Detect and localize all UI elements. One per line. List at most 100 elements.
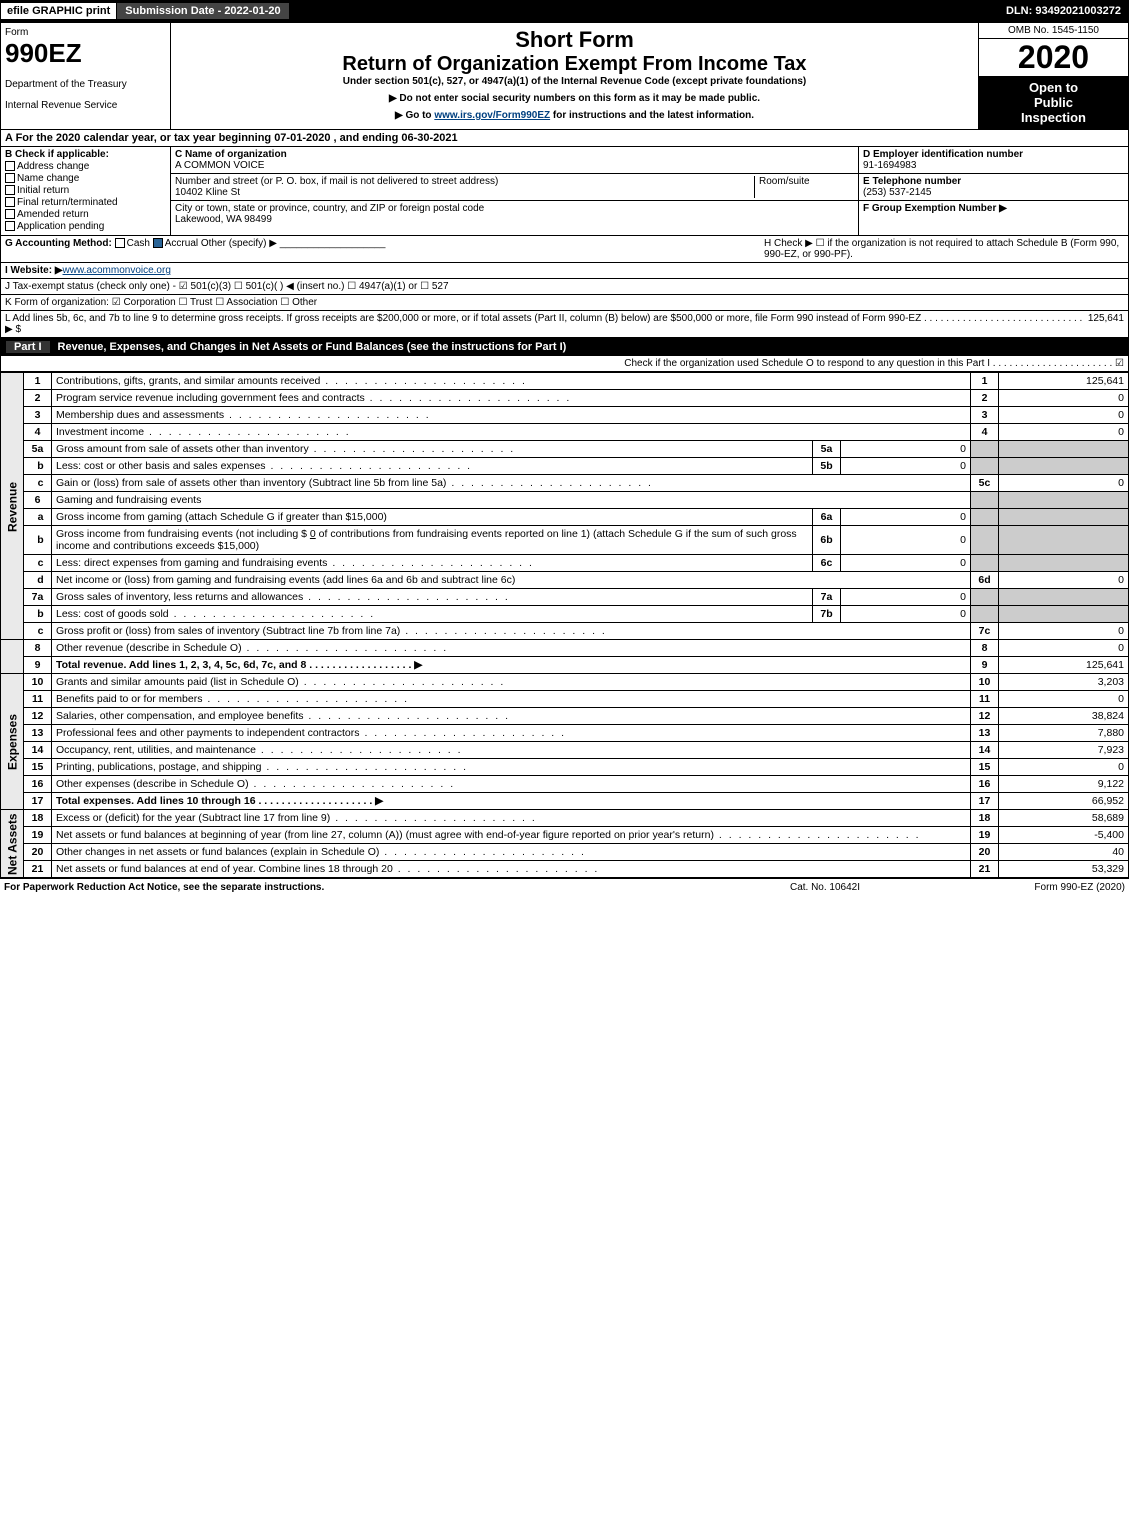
form-right-block: OMB No. 1545-1150 2020 Open to Public In… xyxy=(978,23,1128,129)
l13-num: 13 xyxy=(24,725,52,742)
l9-desc: Total revenue. Add lines 1, 2, 3, 4, 5c,… xyxy=(52,657,971,674)
l13-col: 13 xyxy=(971,725,999,742)
l13-val: 7,880 xyxy=(999,725,1129,742)
l5b-subval: 0 xyxy=(841,458,971,475)
row-l-gross-receipts: L Add lines 5b, 6c, and 7b to line 9 to … xyxy=(0,311,1129,338)
row-l-value: 125,641 xyxy=(1088,313,1124,335)
form-title-block: Short Form Return of Organization Exempt… xyxy=(171,23,978,129)
l20-val: 40 xyxy=(999,844,1129,861)
l5c-val: 0 xyxy=(999,475,1129,492)
l7a-colshade xyxy=(971,589,999,606)
l12-col: 12 xyxy=(971,708,999,725)
website-link[interactable]: www.acommonvoice.org xyxy=(63,265,171,276)
l16-col: 16 xyxy=(971,776,999,793)
l16-val: 9,122 xyxy=(999,776,1129,793)
lines-table: Revenue 1 Contributions, gifts, grants, … xyxy=(0,372,1129,878)
cb-label-2: Initial return xyxy=(17,185,69,196)
row-i-website: I Website: ▶ www.acommonvoice.org xyxy=(0,263,1129,279)
l19-col: 19 xyxy=(971,827,999,844)
side-revenue: Revenue xyxy=(1,373,24,640)
cb-address-change[interactable] xyxy=(5,161,15,171)
l7a-num: 7a xyxy=(24,589,52,606)
cb-accrual[interactable] xyxy=(153,238,163,248)
cash-label: Cash xyxy=(127,238,150,249)
l6b-amt: 0 xyxy=(310,528,316,540)
side-expenses: Expenses xyxy=(1,674,24,810)
l14-col: 14 xyxy=(971,742,999,759)
dept-treasury: Department of the Treasury xyxy=(5,79,166,90)
l14-val: 7,923 xyxy=(999,742,1129,759)
l6d-num: d xyxy=(24,572,52,589)
l6a-subval: 0 xyxy=(841,509,971,526)
l10-val: 3,203 xyxy=(999,674,1129,691)
l6a-num: a xyxy=(24,509,52,526)
l4-col: 4 xyxy=(971,424,999,441)
ein-value: 91-1694983 xyxy=(863,160,1124,171)
form-number: 990EZ xyxy=(5,38,166,69)
l17-num: 17 xyxy=(24,793,52,810)
inspection-badge: Open to Public Inspection xyxy=(979,76,1128,129)
l6b-desc-cell: Gross income from fundraising events (no… xyxy=(52,526,813,555)
cb-name-change[interactable] xyxy=(5,173,15,183)
col-d-ids: D Employer identification number 91-1694… xyxy=(858,147,1128,235)
org-name-value: A COMMON VOICE xyxy=(175,160,854,171)
l6-colshade xyxy=(971,492,999,509)
tax-year: 2020 xyxy=(979,39,1128,76)
cb-amended-return[interactable] xyxy=(5,209,15,219)
cb-cash[interactable] xyxy=(115,238,125,248)
l8-val: 0 xyxy=(999,640,1129,657)
part-1-header: Part I Revenue, Expenses, and Changes in… xyxy=(0,338,1129,356)
l3-desc: Membership dues and assessments xyxy=(56,409,431,421)
l4-desc: Investment income xyxy=(56,426,351,438)
l8-col: 8 xyxy=(971,640,999,657)
l5a-subval: 0 xyxy=(841,441,971,458)
cb-final-return[interactable] xyxy=(5,197,15,207)
l2-val: 0 xyxy=(999,390,1129,407)
cb-initial-return[interactable] xyxy=(5,185,15,195)
phone-label: E Telephone number xyxy=(863,176,1124,187)
l1-num: 1 xyxy=(24,373,52,390)
l5a-sub: 5a xyxy=(813,441,841,458)
l17-col: 17 xyxy=(971,793,999,810)
cb-label-5: Application pending xyxy=(17,221,104,232)
ein-label: D Employer identification number xyxy=(863,149,1124,160)
instr-prefix: ▶ Go to xyxy=(395,110,434,121)
l6d-val: 0 xyxy=(999,572,1129,589)
l5c-desc: Gain or (loss) from sale of assets other… xyxy=(56,477,653,489)
cb-label-1: Name change xyxy=(17,173,79,184)
l19-num: 19 xyxy=(24,827,52,844)
l6-num: 6 xyxy=(24,492,52,509)
l19-desc: Net assets or fund balances at beginning… xyxy=(56,829,921,841)
city-value: Lakewood, WA 98499 xyxy=(175,214,854,225)
dept-irs: Internal Revenue Service xyxy=(5,100,166,111)
l20-col: 20 xyxy=(971,844,999,861)
cb-application-pending[interactable] xyxy=(5,221,15,231)
inspection-line1: Open to xyxy=(983,80,1124,95)
l5a-colshade xyxy=(971,441,999,458)
l18-val: 58,689 xyxy=(999,810,1129,827)
l7b-colshade xyxy=(971,606,999,623)
l3-col: 3 xyxy=(971,407,999,424)
org-name-label: C Name of organization xyxy=(175,149,854,160)
l6c-subval: 0 xyxy=(841,555,971,572)
room-suite-label: Room/suite xyxy=(754,176,854,198)
irs-link[interactable]: www.irs.gov/Form990EZ xyxy=(434,110,550,121)
l2-desc: Program service revenue including govern… xyxy=(56,392,571,404)
row-g-accounting: G Accounting Method: Cash Accrual Other … xyxy=(0,236,1129,263)
l20-desc: Other changes in net assets or fund bala… xyxy=(56,846,586,858)
l16-desc: Other expenses (describe in Schedule O) xyxy=(56,778,455,790)
efile-print-button[interactable]: efile GRAPHIC print xyxy=(0,2,117,20)
l5c-col: 5c xyxy=(971,475,999,492)
l21-col: 21 xyxy=(971,861,999,878)
l6-desc: Gaming and fundraising events xyxy=(52,492,971,509)
accounting-label: G Accounting Method: xyxy=(5,238,112,249)
street-value: 10402 Kline St xyxy=(175,187,754,198)
l7a-subval: 0 xyxy=(841,589,971,606)
l8-num: 8 xyxy=(24,640,52,657)
side-net-assets: Net Assets xyxy=(1,810,24,878)
l8-desc: Other revenue (describe in Schedule O) xyxy=(56,642,448,654)
l18-col: 18 xyxy=(971,810,999,827)
l12-num: 12 xyxy=(24,708,52,725)
phone-value: (253) 537-2145 xyxy=(863,187,1124,198)
col-b-checkboxes: B Check if applicable: Address change Na… xyxy=(1,147,171,235)
